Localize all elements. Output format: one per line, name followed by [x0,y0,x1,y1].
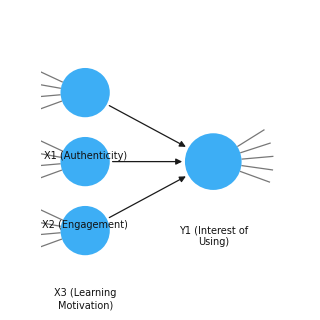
Circle shape [185,133,242,190]
Circle shape [60,206,110,255]
Text: X1 (Authenticity): X1 (Authenticity) [44,150,127,161]
Text: Y1 (Interest of
Using): Y1 (Interest of Using) [179,226,248,247]
Text: X3 (Learning
Motivation): X3 (Learning Motivation) [54,289,116,310]
Text: X2 (Engagement): X2 (Engagement) [42,220,128,229]
Circle shape [60,68,110,117]
Circle shape [60,137,110,186]
